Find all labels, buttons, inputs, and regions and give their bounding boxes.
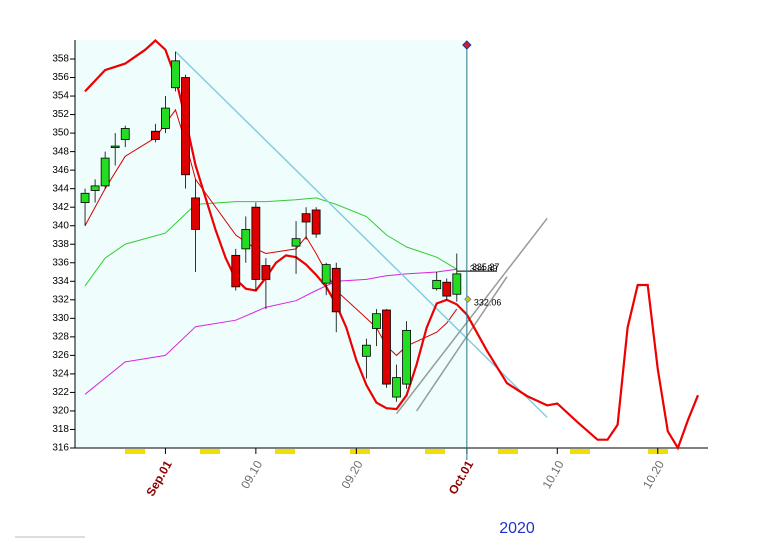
candle-body bbox=[452, 273, 462, 295]
candle-body bbox=[110, 145, 120, 148]
y-tick-label: 338 bbox=[52, 239, 69, 250]
candle-body bbox=[291, 238, 301, 247]
marker bbox=[125, 449, 145, 454]
candle-body bbox=[251, 206, 261, 280]
price-label: 335.27 bbox=[472, 262, 500, 272]
x-tick-label: 09.20 bbox=[339, 458, 366, 491]
candle-body bbox=[100, 157, 110, 187]
year-label: 2020 bbox=[499, 520, 535, 537]
candle-body bbox=[241, 229, 251, 250]
candle-body bbox=[90, 185, 100, 191]
y-tick-label: 320 bbox=[52, 406, 69, 417]
candle-body bbox=[150, 130, 160, 140]
x-tick-label: 09.10 bbox=[238, 458, 265, 491]
candle-body bbox=[331, 267, 341, 313]
candle-body bbox=[432, 279, 442, 290]
candle-body bbox=[261, 265, 271, 280]
y-tick-label: 342 bbox=[52, 202, 69, 213]
price-marker bbox=[464, 295, 472, 303]
candle-body bbox=[120, 128, 130, 140]
price-label: 334.89 bbox=[470, 263, 498, 273]
candle-body bbox=[171, 60, 180, 89]
cursor-marker bbox=[462, 40, 472, 50]
candle-body bbox=[80, 192, 90, 203]
line-series bbox=[84, 197, 458, 287]
marker bbox=[350, 449, 370, 454]
line-series bbox=[395, 217, 548, 415]
candle-body bbox=[361, 344, 371, 357]
y-tick-label: 350 bbox=[52, 128, 69, 139]
line-series bbox=[84, 268, 457, 395]
line-series bbox=[415, 276, 508, 412]
candle-body bbox=[402, 329, 411, 385]
candle-body bbox=[372, 313, 381, 329]
candle-body bbox=[321, 264, 331, 284]
x-tick-label: Sep.01 bbox=[143, 458, 175, 499]
y-tick-label: 346 bbox=[52, 165, 69, 176]
marker bbox=[570, 449, 590, 454]
x-tick-label: 10.10 bbox=[539, 458, 566, 491]
plot-background bbox=[75, 40, 467, 448]
y-tick-label: 348 bbox=[52, 146, 69, 157]
y-tick-label: 324 bbox=[52, 369, 69, 380]
y-tick-label: 334 bbox=[52, 276, 69, 287]
line-series bbox=[84, 39, 700, 451]
candle-body bbox=[231, 254, 241, 288]
y-tick-label: 340 bbox=[52, 220, 69, 231]
x-tick-label: 10.20 bbox=[640, 458, 667, 491]
x-tick-label: Oct.01 bbox=[446, 458, 477, 497]
candle-body bbox=[161, 107, 170, 129]
y-tick-label: 326 bbox=[52, 350, 69, 361]
candle-body bbox=[382, 309, 391, 385]
y-tick-label: 352 bbox=[52, 109, 69, 120]
candle-body bbox=[442, 281, 452, 297]
marker bbox=[425, 449, 445, 454]
candle-body bbox=[311, 209, 321, 235]
y-tick-label: 354 bbox=[52, 91, 69, 102]
line-series bbox=[174, 51, 548, 418]
y-tick-label: 322 bbox=[52, 387, 69, 398]
candle-body bbox=[181, 77, 190, 176]
y-tick-label: 328 bbox=[52, 331, 69, 342]
y-tick-label: 318 bbox=[52, 424, 69, 435]
candle-body bbox=[392, 377, 401, 398]
y-tick-label: 344 bbox=[52, 183, 69, 194]
y-tick-label: 332 bbox=[52, 294, 69, 305]
marker bbox=[498, 449, 518, 454]
candle-body bbox=[191, 197, 200, 230]
marker bbox=[275, 449, 295, 454]
candle-body bbox=[301, 213, 311, 223]
price-label: 332.06 bbox=[474, 298, 502, 308]
weekly-markers bbox=[125, 449, 668, 454]
y-tick-label: 316 bbox=[52, 443, 69, 454]
marker bbox=[200, 449, 220, 454]
y-tick-label: 356 bbox=[52, 72, 69, 83]
y-tick-label: 358 bbox=[52, 54, 69, 65]
y-tick-label: 330 bbox=[52, 313, 69, 324]
y-tick-label: 336 bbox=[52, 257, 69, 268]
